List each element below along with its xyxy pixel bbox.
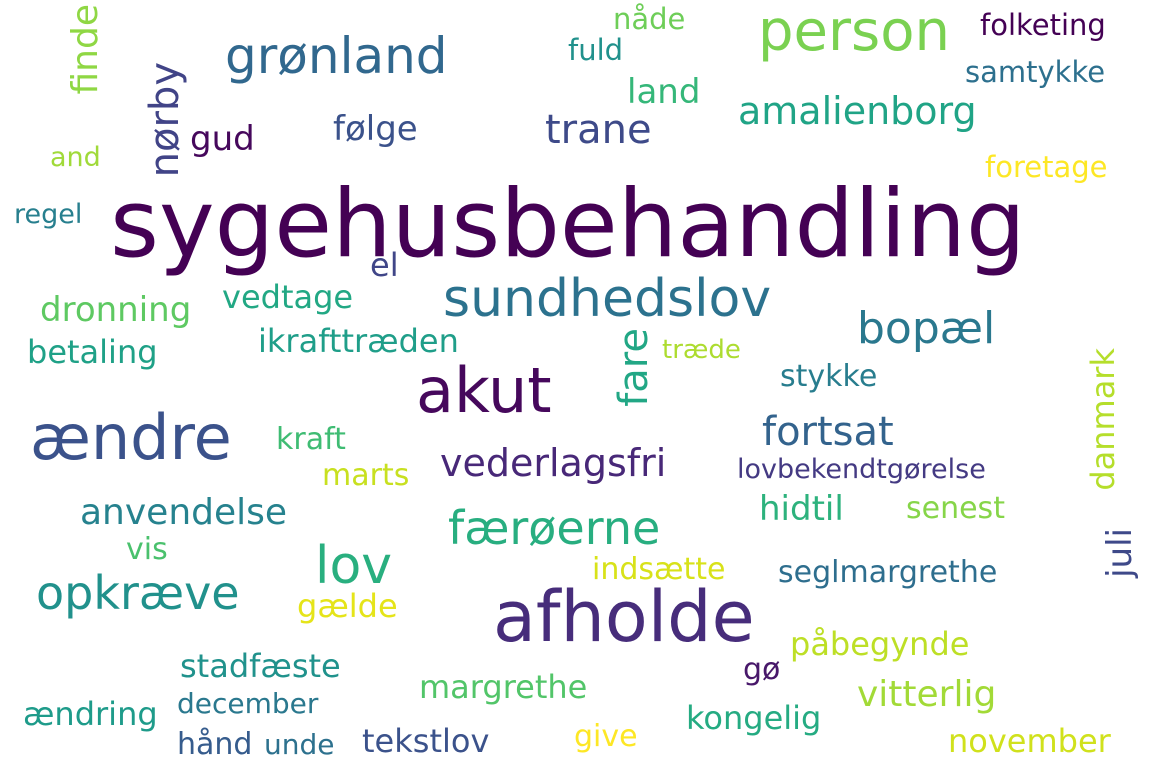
word-akut: akut [416,354,552,427]
word-hand: hånd [177,727,253,762]
word-stadfaeste: stadfæste [180,647,341,685]
word-pabegynde: påbegynde [790,625,970,663]
word-fuld: fuld [568,33,624,67]
word-kongelig: kongelig [686,699,822,737]
word-regel: regel [14,199,83,230]
word-sundhedslov: sundhedslov [443,269,772,329]
word-danmark: danmark [1084,348,1122,491]
word-aendre: ændre [30,401,232,474]
word-give: give [574,719,638,754]
word-stykke: stykke [780,359,878,394]
word-ikrafttraeden: ikrafttræden [258,322,459,360]
word-vedtage: vedtage [222,278,354,316]
word-lovbekendtgorelse: lovbekendtgørelse [737,454,986,485]
word-senest: senest [906,491,1005,526]
word-anvendelse: anvendelse [80,492,288,533]
word-gronland: grønland [225,27,448,85]
word-vederlagsfri: vederlagsfri [440,441,667,485]
word-norby: nørby [142,62,188,178]
word-december: december [177,687,319,720]
word-nade: nåde [613,2,686,36]
word-finde: finde [65,4,106,95]
word-dronning: dronning [40,290,192,330]
word-gaelde: gælde [297,587,398,625]
word-land: land [627,72,701,112]
word-fare: fare [611,328,657,407]
word-gud: gud [190,119,255,159]
word-vitterlig: vitterlig [857,674,997,715]
word-go: gø [743,652,781,687]
word-november: november [948,722,1111,760]
word-opkraeve: opkræve [36,566,240,620]
word-aendring: ændring [23,695,158,733]
word-bopael: bopæl [857,303,996,354]
word-unde: unde [264,728,335,761]
word-kraft: kraft [276,422,346,457]
word-vis: vis [126,532,168,567]
word-lov: lov [315,536,393,596]
word-folge: følge [333,109,418,149]
word-trane: trane [545,107,652,153]
word-fortsat: fortsat [762,409,894,455]
word-and: and [50,142,101,173]
word-juli: juli [1100,528,1140,578]
word-foretage: foretage [985,150,1108,184]
word-faeroerne: færøerne [448,501,661,555]
word-afholde: afholde [493,576,755,658]
word-margrethe: margrethe [419,668,588,706]
word-marts: marts [322,458,410,493]
word-indsaette: indsætte [592,552,726,587]
word-sygehusbehandling: sygehusbehandling [110,170,1026,279]
word-traede: træde [662,335,741,365]
word-samtykke: samtykke [965,55,1106,89]
word-amalienborg: amalienborg [738,89,977,133]
word-tekstlov: tekstlov [362,722,490,760]
word-seglmargrethe: seglmargrethe [778,555,998,590]
word-person: person [758,0,950,64]
word-folketing: folketing [980,8,1106,42]
word-betaling: betaling [27,333,158,371]
word-el: el [370,246,399,284]
word-hidtil: hidtil [759,489,844,529]
